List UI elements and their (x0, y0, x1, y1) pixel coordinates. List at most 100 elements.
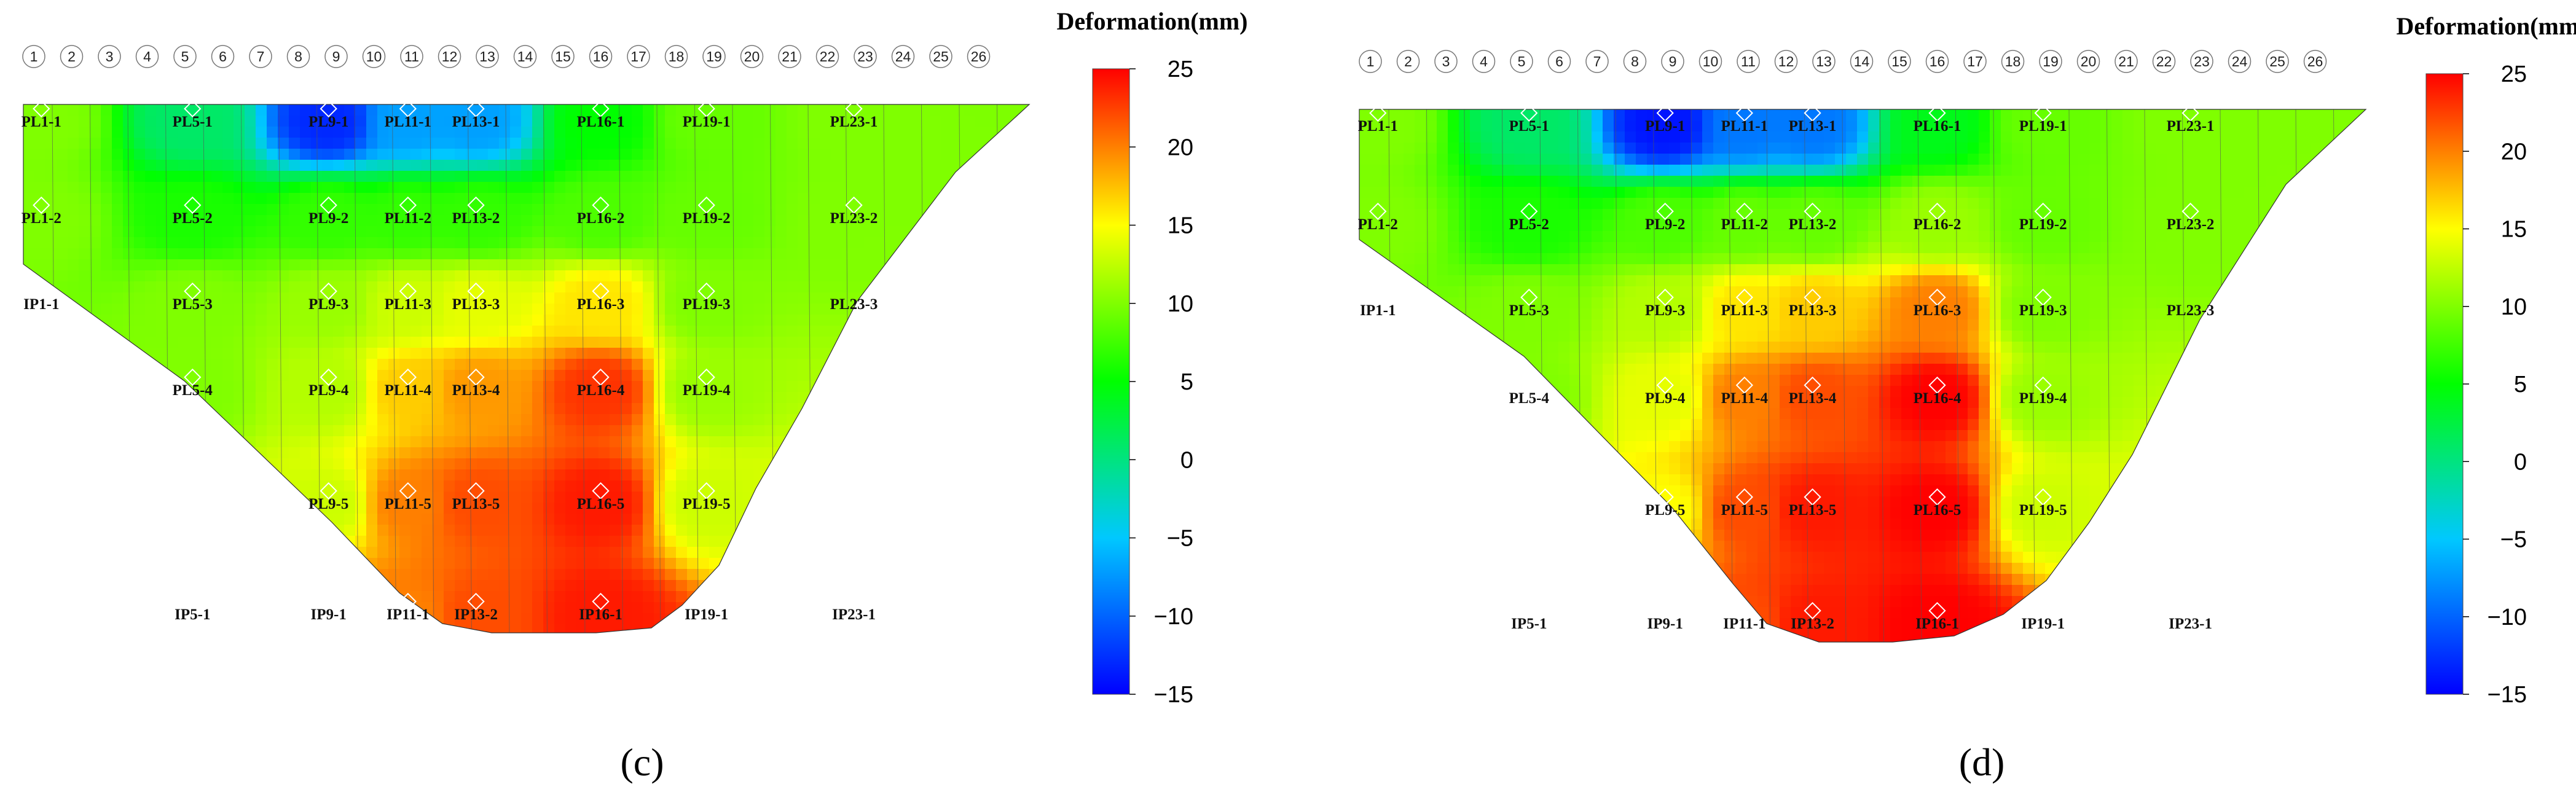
field-cell (964, 469, 975, 481)
field-cell (278, 248, 289, 260)
field-cell (1558, 109, 1570, 121)
field-cell (952, 602, 964, 614)
sensor-marker (399, 196, 417, 214)
field-cell (455, 503, 466, 514)
field-cell (930, 337, 942, 348)
field-cell (919, 182, 931, 194)
field-cell (1492, 154, 1504, 165)
field-cell (897, 304, 909, 315)
field-cell (720, 171, 732, 182)
field-cell (742, 193, 754, 205)
field-cell (731, 602, 743, 614)
field-cell (466, 403, 477, 415)
field-cell (997, 514, 1008, 525)
field-cell (333, 326, 345, 337)
field-cell (930, 547, 942, 558)
field-cell (377, 337, 389, 348)
field-cell (654, 569, 666, 581)
field-cell (366, 569, 378, 581)
field-cell (245, 237, 256, 249)
field-cell (632, 193, 643, 205)
field-cell (787, 127, 798, 138)
field-cell (809, 480, 820, 492)
field-cell (731, 591, 743, 603)
field-cell (587, 315, 599, 326)
field-cell (676, 138, 688, 149)
field-cell (599, 547, 610, 558)
field-cell (952, 337, 964, 348)
field-cell (2255, 109, 2267, 121)
field-cell (720, 414, 732, 426)
field-cell (543, 292, 555, 304)
field-cell (1868, 154, 1880, 165)
field-cell (477, 304, 489, 315)
field-cell (123, 525, 135, 536)
field-cell (842, 193, 854, 205)
field-cell (256, 127, 267, 138)
field-cell (2145, 131, 2156, 143)
field-cell (687, 237, 699, 249)
field-cell (742, 138, 754, 149)
field-cell (477, 149, 489, 160)
field-cell (820, 182, 831, 194)
field-cell (79, 337, 90, 348)
field-cell (311, 193, 323, 205)
field-cell (1470, 154, 1482, 165)
field-cell (278, 569, 289, 581)
field-cell (621, 204, 632, 216)
field-cell (200, 403, 212, 415)
field-cell (455, 182, 466, 194)
field-cell (886, 171, 898, 182)
field-cell (178, 226, 190, 238)
field-cell (621, 215, 632, 227)
field-cell (422, 591, 433, 603)
field-cell (245, 171, 256, 182)
field-cell (1990, 143, 2001, 154)
segment-circle (740, 45, 764, 68)
field-cell (289, 492, 300, 503)
field-cell (687, 304, 699, 315)
field-cell (864, 370, 876, 382)
field-cell (333, 359, 345, 370)
field-cell (399, 425, 411, 437)
field-cell (820, 292, 831, 304)
point-label: PL19-4 (683, 382, 731, 399)
field-cell (997, 403, 1008, 415)
field-cell (145, 270, 157, 282)
field-cell (333, 492, 345, 503)
field-cell (610, 591, 621, 603)
field-cell (90, 237, 101, 249)
field-cell (79, 624, 90, 633)
field-cell (45, 204, 57, 216)
field-cell (1990, 109, 2001, 121)
field-cell (156, 458, 168, 470)
field-cell (565, 315, 577, 326)
field-cell (576, 326, 588, 337)
field-cell (698, 270, 710, 282)
field-cell (1769, 131, 1780, 143)
field-cell (57, 558, 68, 570)
field-cell (510, 480, 522, 492)
field-cell (864, 414, 876, 426)
field-cell (112, 492, 124, 503)
field-cell (267, 237, 278, 249)
field-cell (156, 591, 168, 603)
field-cell (466, 436, 477, 448)
field-cell (787, 337, 798, 348)
field-cell (300, 337, 312, 348)
field-cell (211, 613, 223, 625)
field-cell (311, 536, 323, 547)
field-cell (643, 292, 654, 304)
field-cell (278, 370, 289, 382)
field-cell (731, 304, 743, 315)
field-cell (521, 226, 533, 238)
field-cell (289, 337, 300, 348)
field-cell (344, 204, 356, 216)
point-label: IP1-1 (23, 296, 59, 313)
field-cell (289, 514, 300, 525)
field-cell (510, 149, 522, 160)
field-cell (731, 536, 743, 547)
field-cell (698, 315, 710, 326)
field-cell (676, 624, 688, 633)
field-cell (886, 315, 898, 326)
